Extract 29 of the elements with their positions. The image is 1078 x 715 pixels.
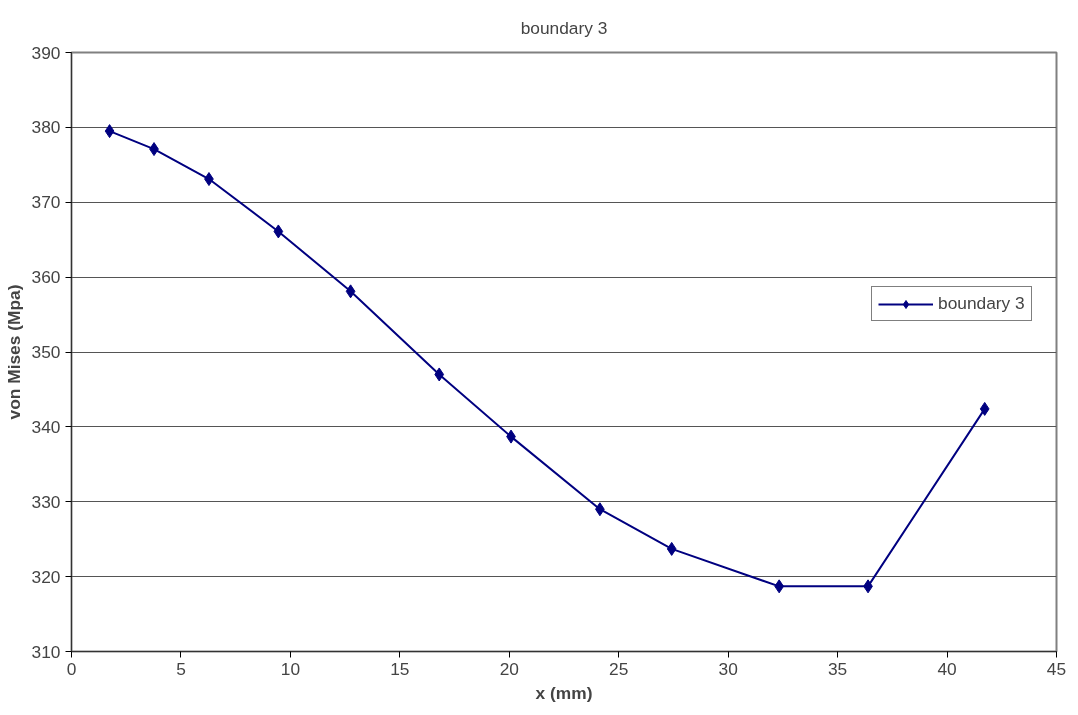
x-axis-title: x (mm) (535, 682, 593, 703)
x-tick-label: 5 (176, 658, 186, 679)
y-tick-label: 320 (31, 566, 61, 587)
x-tick-label: 15 (390, 658, 410, 679)
y-tick-label: 340 (31, 416, 61, 437)
x-tick-label: 20 (499, 658, 519, 679)
y-tick-label: 330 (31, 491, 61, 512)
point (273, 224, 284, 239)
chart-title: boundary 3 (520, 17, 608, 38)
y-tick-label: 370 (31, 192, 61, 213)
legend-label: boundary 3 (938, 293, 1025, 314)
x-tick-label: 45 (1046, 658, 1067, 679)
point (434, 367, 445, 382)
y-tick-label: 390 (31, 42, 61, 63)
y-axis-title: von Mises (Mpa) (3, 284, 24, 420)
y-tick-label: 350 (31, 342, 61, 362)
point (104, 124, 115, 139)
x-tick-label: 40 (937, 658, 957, 679)
point (979, 401, 990, 416)
x-tick-label: 0 (66, 658, 77, 679)
y-tick-label: 310 (31, 641, 61, 662)
x-tick-label: 30 (718, 658, 738, 679)
y-tick-label: 360 (31, 267, 61, 288)
x-tick-label: 35 (827, 658, 848, 679)
x-tick-label: 10 (280, 658, 301, 679)
x-tick-label: 25 (609, 658, 629, 679)
point (345, 284, 356, 299)
y-tick-label: 380 (31, 117, 61, 138)
point (666, 541, 677, 556)
